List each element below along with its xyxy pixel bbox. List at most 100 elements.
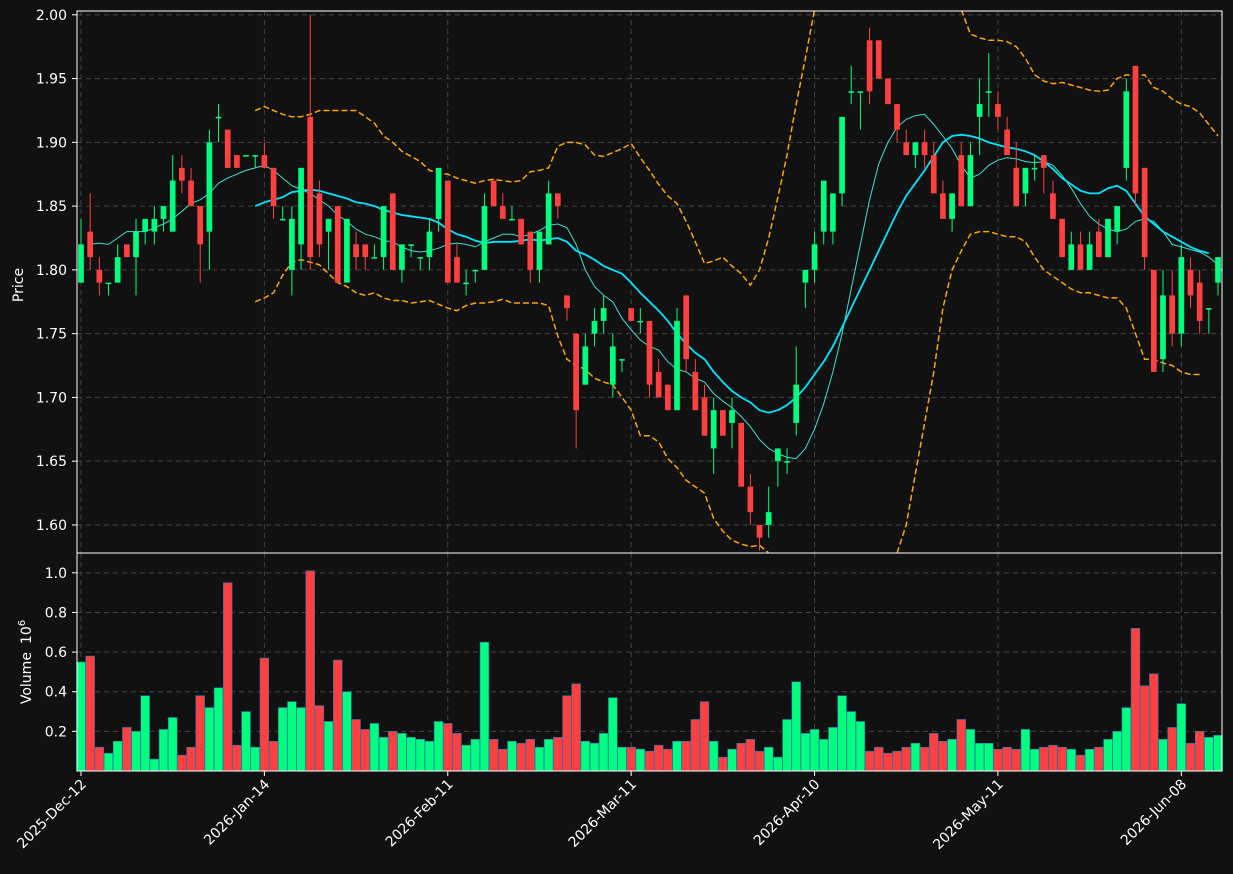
candle-body bbox=[866, 40, 873, 92]
volume-bar bbox=[1094, 746, 1104, 772]
volume-tick-label: 0.6 bbox=[45, 645, 67, 661]
candle-body bbox=[958, 155, 965, 207]
candle-body bbox=[224, 129, 231, 168]
candle-body bbox=[206, 142, 213, 232]
candle-body bbox=[490, 180, 497, 207]
candle-body bbox=[720, 410, 726, 436]
volume-bar bbox=[828, 727, 838, 772]
volume-bar bbox=[360, 729, 370, 772]
candle-body bbox=[325, 218, 332, 232]
volume-bar bbox=[1066, 748, 1076, 772]
candle-body bbox=[830, 193, 836, 232]
candle-body bbox=[811, 244, 818, 270]
candle-body bbox=[527, 231, 534, 270]
volume-bar bbox=[1204, 737, 1214, 772]
candle-body bbox=[499, 206, 506, 219]
volume-bar bbox=[1213, 735, 1223, 772]
volume-bar bbox=[534, 746, 545, 772]
volume-bar bbox=[1139, 685, 1150, 772]
volume-bar bbox=[938, 740, 948, 772]
volume-bar bbox=[1112, 731, 1122, 772]
candle-body bbox=[215, 116, 222, 119]
volume-bar bbox=[369, 723, 380, 772]
candle-body bbox=[1059, 218, 1065, 258]
candle-body bbox=[1086, 244, 1093, 270]
candle-body bbox=[995, 104, 1001, 117]
candle-body bbox=[1150, 269, 1157, 372]
moving-averages bbox=[90, 113, 1222, 460]
candle-body bbox=[747, 486, 754, 513]
volume-bar bbox=[1029, 748, 1040, 772]
candle-body bbox=[949, 193, 955, 219]
candle-body bbox=[279, 218, 286, 221]
volume-bar bbox=[516, 742, 526, 772]
volume-bar bbox=[424, 740, 435, 772]
volume-bar bbox=[708, 740, 719, 772]
candle-body bbox=[765, 512, 772, 525]
candle-body bbox=[912, 142, 919, 156]
candle-body bbox=[463, 282, 469, 285]
candle-body bbox=[921, 142, 928, 156]
volume-bar bbox=[76, 661, 86, 772]
volume-bar bbox=[1176, 703, 1187, 772]
volume-bar bbox=[287, 701, 297, 772]
candle-body bbox=[344, 218, 350, 283]
volume-bar bbox=[1075, 754, 1086, 772]
candle-body bbox=[1215, 257, 1221, 283]
candle-body bbox=[793, 384, 800, 423]
volume-bar bbox=[378, 737, 389, 772]
price-axis-label: Price bbox=[11, 268, 27, 302]
volume-bar bbox=[1048, 744, 1058, 772]
candle-body bbox=[591, 320, 598, 334]
volume-bar bbox=[406, 737, 416, 772]
ma-slow-line bbox=[254, 133, 1210, 414]
volume-bar bbox=[213, 687, 224, 772]
candle-body bbox=[903, 142, 910, 156]
candle-body bbox=[1031, 167, 1038, 170]
candle-body bbox=[1004, 129, 1010, 156]
volume-bar bbox=[598, 733, 609, 772]
volume-bar bbox=[1194, 731, 1205, 772]
candle-body bbox=[1205, 308, 1212, 310]
volume-bar bbox=[241, 711, 251, 772]
volume-bar bbox=[754, 750, 765, 772]
volume-bar bbox=[268, 740, 279, 772]
candle-body bbox=[1123, 91, 1130, 168]
upper-band-line-segment-2 bbox=[960, 11, 1219, 137]
volume-bar bbox=[498, 748, 508, 772]
candle-body bbox=[334, 206, 341, 283]
volume-bar bbox=[727, 748, 737, 772]
volume-bar bbox=[635, 748, 646, 772]
candle-body bbox=[188, 180, 194, 207]
candle-body bbox=[664, 384, 671, 411]
candle-body bbox=[87, 231, 94, 258]
volume-bar bbox=[901, 746, 911, 772]
volume-bar bbox=[122, 727, 132, 772]
candle-body bbox=[692, 371, 699, 411]
volume-tick-label: 0.2 bbox=[45, 724, 67, 740]
candle-body bbox=[857, 91, 864, 93]
volume-bar bbox=[167, 717, 178, 772]
volume-bar bbox=[470, 738, 480, 772]
candle-body bbox=[289, 218, 295, 270]
candle-body bbox=[435, 167, 442, 219]
candle-body bbox=[307, 116, 314, 258]
candle-body bbox=[444, 180, 451, 283]
volume-bar bbox=[718, 756, 728, 772]
volume-bar bbox=[1002, 746, 1012, 772]
volume-bar bbox=[388, 731, 398, 772]
candle-body bbox=[536, 231, 543, 270]
candle-body bbox=[875, 40, 882, 79]
candle-body bbox=[628, 308, 635, 321]
volume-bar bbox=[580, 740, 591, 772]
candle-body bbox=[1068, 244, 1075, 270]
volume-bar bbox=[278, 707, 288, 772]
volume-bar bbox=[1057, 746, 1067, 772]
volume-bar bbox=[103, 752, 114, 772]
candle-body bbox=[1160, 295, 1166, 360]
candle-body bbox=[243, 155, 249, 157]
volume-bar bbox=[855, 721, 866, 772]
candle-body bbox=[674, 320, 680, 411]
candle-body bbox=[179, 167, 185, 181]
volume-bar bbox=[296, 707, 306, 772]
